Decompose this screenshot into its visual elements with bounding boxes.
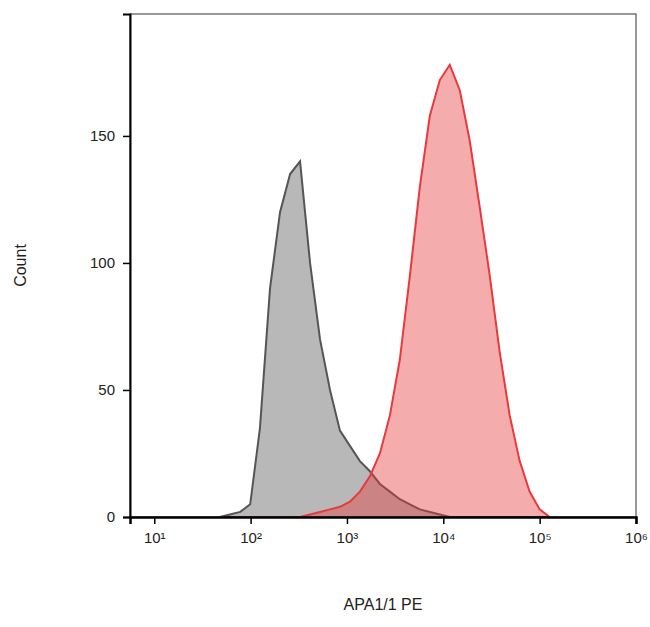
y-tick: 100: [90, 254, 130, 271]
x-tick: 10³: [337, 517, 359, 546]
x-axis-line: [131, 518, 637, 525]
x-tick-label: 10⁶: [625, 529, 648, 546]
histogram-area: [220, 65, 550, 517]
y-tick: 150: [90, 127, 130, 144]
x-tick-label: 10⁵: [529, 529, 552, 546]
y-tick-mark: [123, 517, 130, 519]
x-tick-mark: [250, 517, 252, 524]
y-axis: 0 50 100 150: [90, 15, 131, 526]
x-tick-mark: [443, 517, 445, 524]
histogram-outline: [220, 65, 550, 517]
plot: 10¹ 10² 10³ 10⁴ 10⁵ 10⁶ 0 50 100 150: [90, 14, 648, 546]
x-tick: 10¹: [144, 517, 166, 546]
marks: [220, 65, 550, 517]
x-tick-label: 10³: [337, 529, 359, 546]
y-tick-label: 100: [90, 254, 115, 271]
y-tick-label: 150: [90, 127, 115, 144]
x-tick: 10⁴: [432, 517, 455, 546]
x-axis: 10¹ 10² 10³ 10⁴ 10⁵ 10⁶: [131, 517, 648, 546]
y-tick-label: 50: [98, 381, 115, 398]
y-tick-mark: [123, 136, 130, 138]
y-tick: 0: [107, 508, 130, 525]
x-tick-label: 10¹: [144, 529, 166, 546]
y-tick: 50: [98, 381, 130, 398]
x-tick: 10⁶: [625, 517, 648, 546]
y-axis-title: Count: [12, 244, 29, 287]
y-tick-label: 0: [107, 508, 115, 525]
chart: 10¹ 10² 10³ 10⁴ 10⁵ 10⁶ 0 50 100 150 APA1/1 PE Coun…: [0, 0, 650, 627]
x-tick-mark: [636, 517, 638, 524]
x-tick: 10⁵: [529, 517, 552, 546]
plot-frame: [130, 14, 636, 517]
x-tick-mark: [347, 517, 349, 524]
x-tick-mark: [539, 517, 541, 524]
x-tick-mark: [154, 517, 156, 524]
x-tick-label: 10⁴: [432, 529, 455, 546]
y-tick-mark: [123, 263, 130, 265]
x-axis-title: APA1/1 PE: [344, 596, 423, 613]
x-tick-label: 10²: [240, 529, 262, 546]
x-tick: 10²: [240, 517, 262, 546]
y-axis-line: [123, 15, 131, 518]
y-tick-mark: [123, 390, 130, 392]
